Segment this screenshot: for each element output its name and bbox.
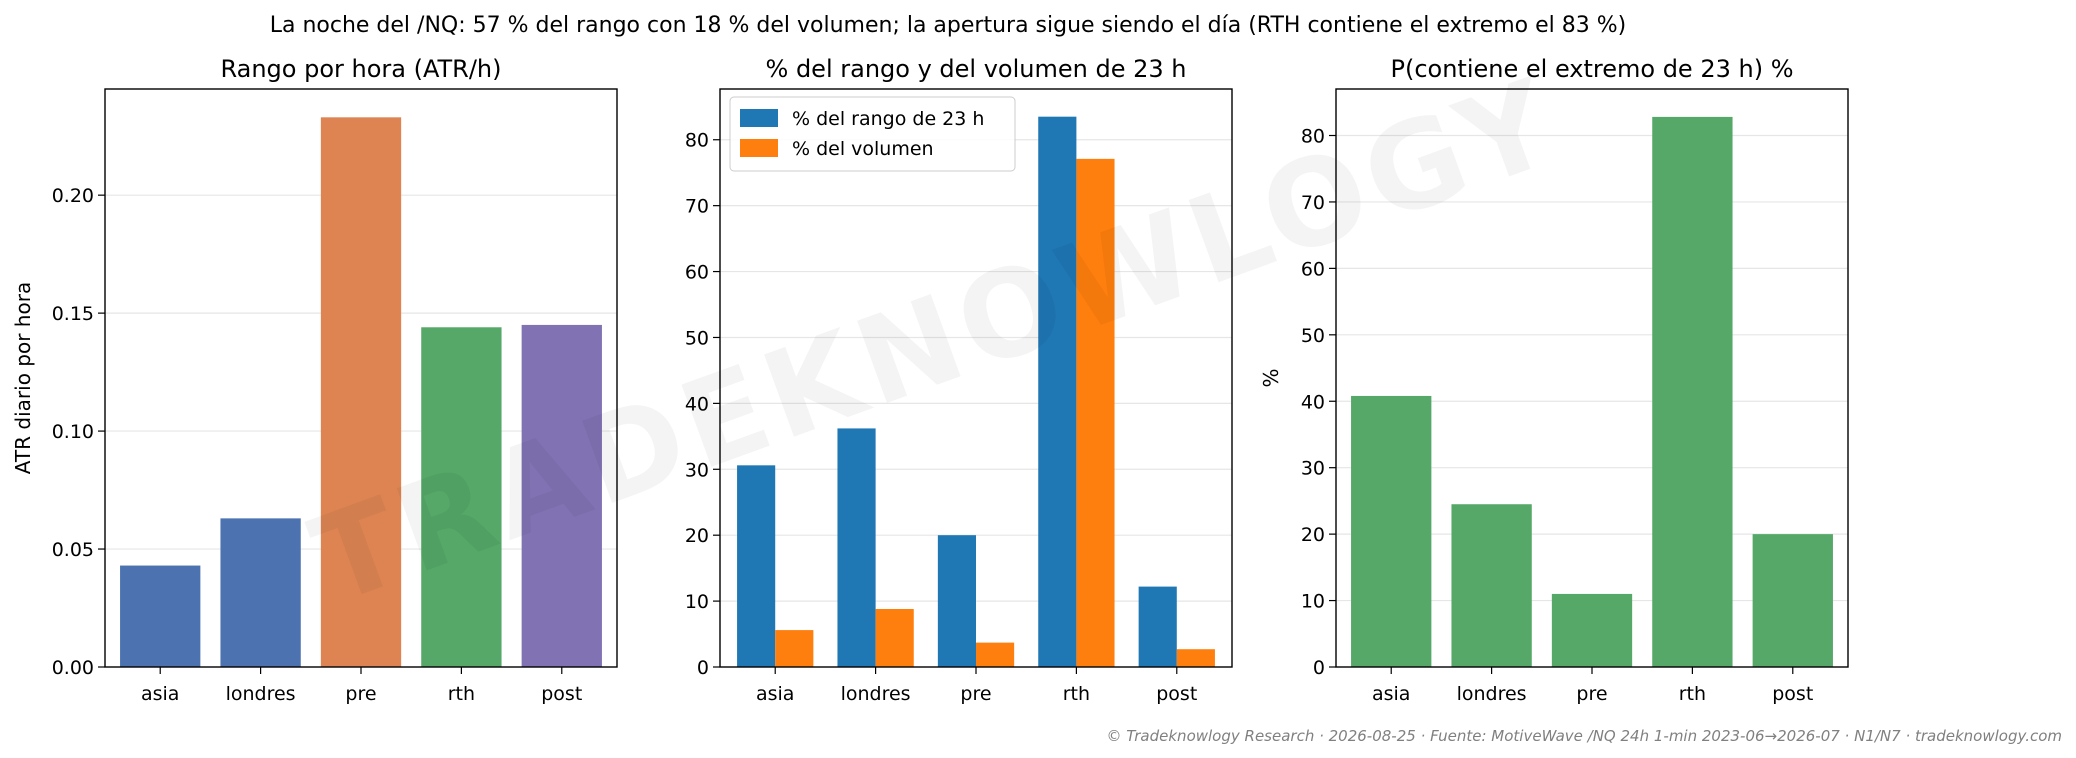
x-tick-label: rth	[1679, 683, 1706, 705]
bar-asia	[120, 565, 201, 667]
x-tick-label: pre	[345, 683, 376, 705]
chart-panels: 0.00 0.05 0.10 0.15 0.20 asia londres pre rth pos…	[11, 55, 1849, 705]
y-tick-label: 70	[685, 196, 709, 218]
bar-volumen-pre	[976, 642, 1015, 667]
x-tick-label: pre	[1576, 683, 1607, 705]
bar-volumen-rth	[1076, 158, 1115, 667]
bar-rango-londres	[837, 428, 876, 667]
chart-panel-3: 0 10 20 30 40 50 60 70 80 asia londres pre rth post P(…	[1259, 55, 1849, 705]
y-tick-label: 20	[685, 525, 709, 547]
legend-label-volumen: % del volumen	[792, 138, 934, 160]
axes-frame	[719, 88, 1233, 668]
y-tick-label: 80	[685, 130, 709, 152]
chart-panel-1: 0.00 0.05 0.10 0.15 0.20 asia londres pre rth pos…	[11, 55, 618, 705]
y-tick-label: 30	[685, 459, 709, 481]
bar-rango-asia	[737, 465, 776, 667]
axes-frame	[1335, 88, 1849, 668]
panel-title: Rango por hora (ATR/h)	[220, 55, 501, 83]
y-tick-label: 80	[1301, 126, 1325, 148]
legend-label-rango: % del rango de 23 h	[792, 108, 984, 130]
bar-rango-pre	[937, 535, 976, 667]
y-tick-label: 50	[685, 327, 709, 349]
bar-rth	[421, 327, 502, 667]
bar-rth	[1652, 116, 1733, 668]
legend-box	[729, 96, 1016, 172]
chart-panel-2: 0 10 20 30 40 50 60 70 80 asia londres pre rth post % …	[685, 55, 1233, 705]
bar-londres	[220, 518, 301, 667]
x-tick-label: londres	[1457, 683, 1527, 705]
y-tick-label: 0.05	[52, 539, 94, 561]
y-axis-label: ATR diario por hora	[11, 282, 35, 474]
y-tick-label: 70	[1301, 192, 1325, 214]
panel-title: % del rango y del volumen de 23 h	[766, 55, 1187, 83]
bar-rango-rth	[1038, 116, 1077, 668]
panel-title: P(contiene el extremo de 23 h) %	[1391, 55, 1794, 83]
x-tick-label: asia	[1372, 683, 1410, 705]
x-tick-label: rth	[448, 683, 475, 705]
y-tick-label: 20	[1301, 524, 1325, 546]
bar-post	[1752, 534, 1833, 667]
axes-frame	[104, 88, 618, 668]
y-tick-label: 10	[685, 591, 709, 613]
x-tick-label: post	[541, 683, 582, 705]
bar-post	[521, 324, 602, 667]
y-tick-label: 0.10	[52, 421, 94, 443]
y-tick-label: 50	[1301, 325, 1325, 347]
x-tick-label: asia	[141, 683, 179, 705]
bar-asia	[1351, 395, 1432, 667]
y-tick-label: 0	[1313, 657, 1325, 679]
y-tick-label: 0.20	[52, 185, 94, 207]
y-tick-label: 0.15	[52, 303, 94, 325]
x-tick-label: pre	[960, 683, 991, 705]
x-tick-label: post	[1772, 683, 1813, 705]
x-tick-label: londres	[841, 683, 911, 705]
y-tick-label: 0	[697, 657, 709, 679]
legend-swatch-rango	[740, 109, 778, 127]
bar-volumen-asia	[775, 630, 814, 667]
x-tick-label: rth	[1063, 683, 1090, 705]
bar-rango-post	[1138, 586, 1177, 667]
y-tick-label: 60	[685, 262, 709, 284]
y-tick-label: 0.00	[52, 657, 94, 679]
y-tick-label: 10	[1301, 591, 1325, 613]
bar-pre	[320, 117, 402, 668]
footer-credits: © Tradeknowlogy Research · 2026-08-25 · …	[1107, 727, 2063, 745]
y-axis-label: %	[1259, 368, 1283, 387]
bar-volumen-londres	[875, 609, 914, 667]
figure-suptitle: La noche del /NQ: 57 % del rango con 18 …	[270, 13, 1627, 38]
y-tick-label: 30	[1301, 458, 1325, 480]
x-tick-label: londres	[226, 683, 296, 705]
y-tick-label: 40	[1301, 391, 1325, 413]
bar-pre	[1551, 593, 1633, 667]
bar-londres	[1451, 504, 1532, 667]
y-tick-label: 40	[685, 393, 709, 415]
legend-swatch-volumen	[740, 139, 778, 157]
x-tick-label: asia	[756, 683, 794, 705]
bar-volumen-post	[1176, 649, 1215, 667]
legend: % del rango de 23 h % del volumen	[729, 96, 1016, 172]
x-tick-label: post	[1156, 683, 1197, 705]
y-tick-label: 60	[1301, 258, 1325, 280]
